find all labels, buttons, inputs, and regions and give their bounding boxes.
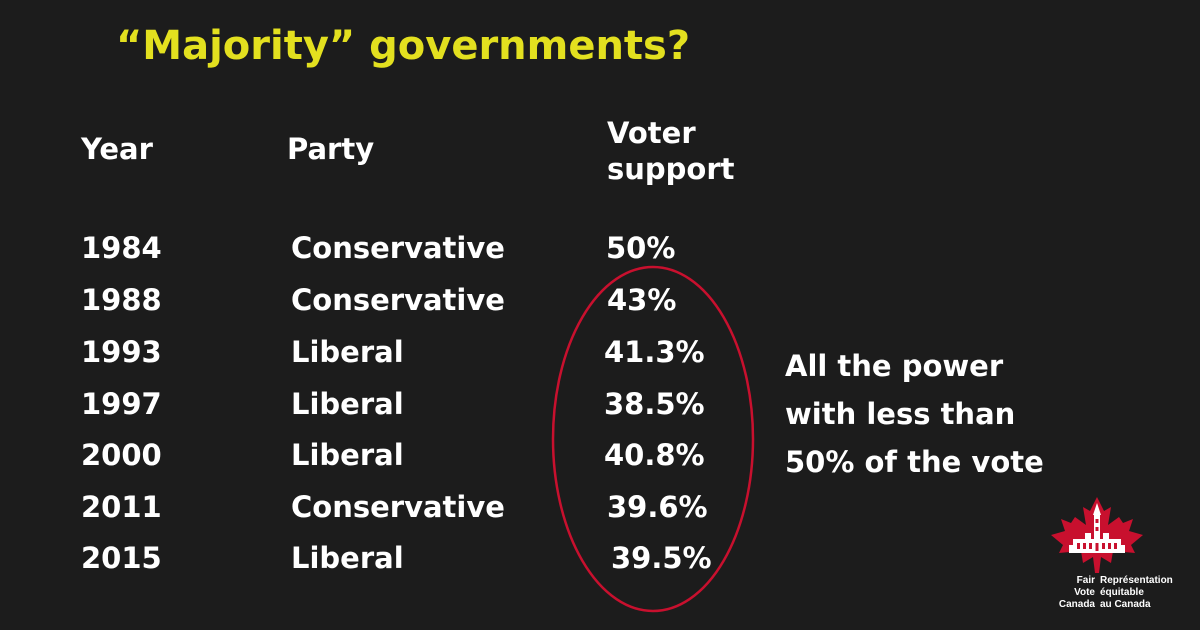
cell-party: Liberal <box>291 387 404 421</box>
cell-party: Conservative <box>291 490 505 524</box>
annotation-note: All the power with less than 50% of the … <box>785 342 1044 486</box>
cell-voter-support: 43% <box>607 283 677 317</box>
cell-year: 1993 <box>81 335 162 369</box>
fair-vote-canada-logo: Fair Vote Canada Représentation équitabl… <box>1045 495 1195 620</box>
cell-year: 1984 <box>81 231 162 265</box>
annotation-line1: All the power <box>785 349 1004 383</box>
cell-party: Liberal <box>291 335 404 369</box>
column-header-voter-support: Voter support <box>607 115 735 187</box>
column-header-party: Party <box>287 132 375 166</box>
cell-year: 1997 <box>81 387 162 421</box>
cell-party: Conservative <box>291 283 505 317</box>
annotation-line3: 50% of the vote <box>785 445 1044 479</box>
slide-title: “Majority” governments? <box>116 23 691 69</box>
cell-voter-support: 50% <box>606 231 676 265</box>
logo-fr-line2: équitable <box>1100 587 1144 598</box>
logo-en-line1: Fair <box>1076 575 1095 586</box>
cell-year: 2011 <box>81 490 162 524</box>
logo-en-line2: Vote <box>1074 587 1095 598</box>
logo-text-french: Représentation équitable au Canada <box>1100 575 1173 611</box>
cell-year: 1988 <box>81 283 162 317</box>
maple-leaf-parliament-icon <box>1051 497 1143 573</box>
cell-voter-support: 40.8% <box>604 438 705 472</box>
cell-voter-support: 38.5% <box>604 387 705 421</box>
cell-voter-support: 41.3% <box>604 335 705 369</box>
cell-voter-support: 39.6% <box>607 490 708 524</box>
logo-fr-line1: Représentation <box>1100 575 1173 586</box>
cell-voter-support: 39.5% <box>611 541 712 575</box>
cell-party: Liberal <box>291 541 404 575</box>
cell-party: Conservative <box>291 231 505 265</box>
logo-text-english: Fair Vote Canada <box>1045 575 1095 611</box>
cell-year: 2000 <box>81 438 162 472</box>
cell-party: Liberal <box>291 438 404 472</box>
column-header-voter-support-line1: Voter <box>607 116 696 150</box>
cell-year: 2015 <box>81 541 162 575</box>
annotation-line2: with less than <box>785 397 1016 431</box>
logo-en-line3: Canada <box>1058 599 1095 610</box>
logo-fr-line3: au Canada <box>1100 599 1151 610</box>
column-header-year: Year <box>81 132 153 166</box>
column-header-voter-support-line2: support <box>607 152 735 186</box>
